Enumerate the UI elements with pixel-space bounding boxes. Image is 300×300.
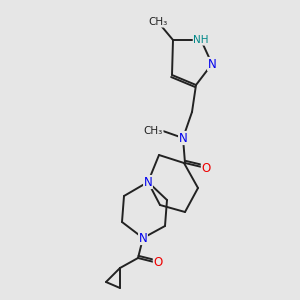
Text: N: N (144, 176, 152, 188)
Text: N: N (139, 232, 147, 244)
Text: O: O (153, 256, 163, 269)
Text: N: N (208, 58, 216, 70)
Text: CH₃: CH₃ (144, 126, 163, 136)
Text: N: N (178, 131, 188, 145)
Text: O: O (201, 161, 211, 175)
Text: NH: NH (193, 35, 209, 45)
Text: CH₃: CH₃ (148, 17, 168, 27)
